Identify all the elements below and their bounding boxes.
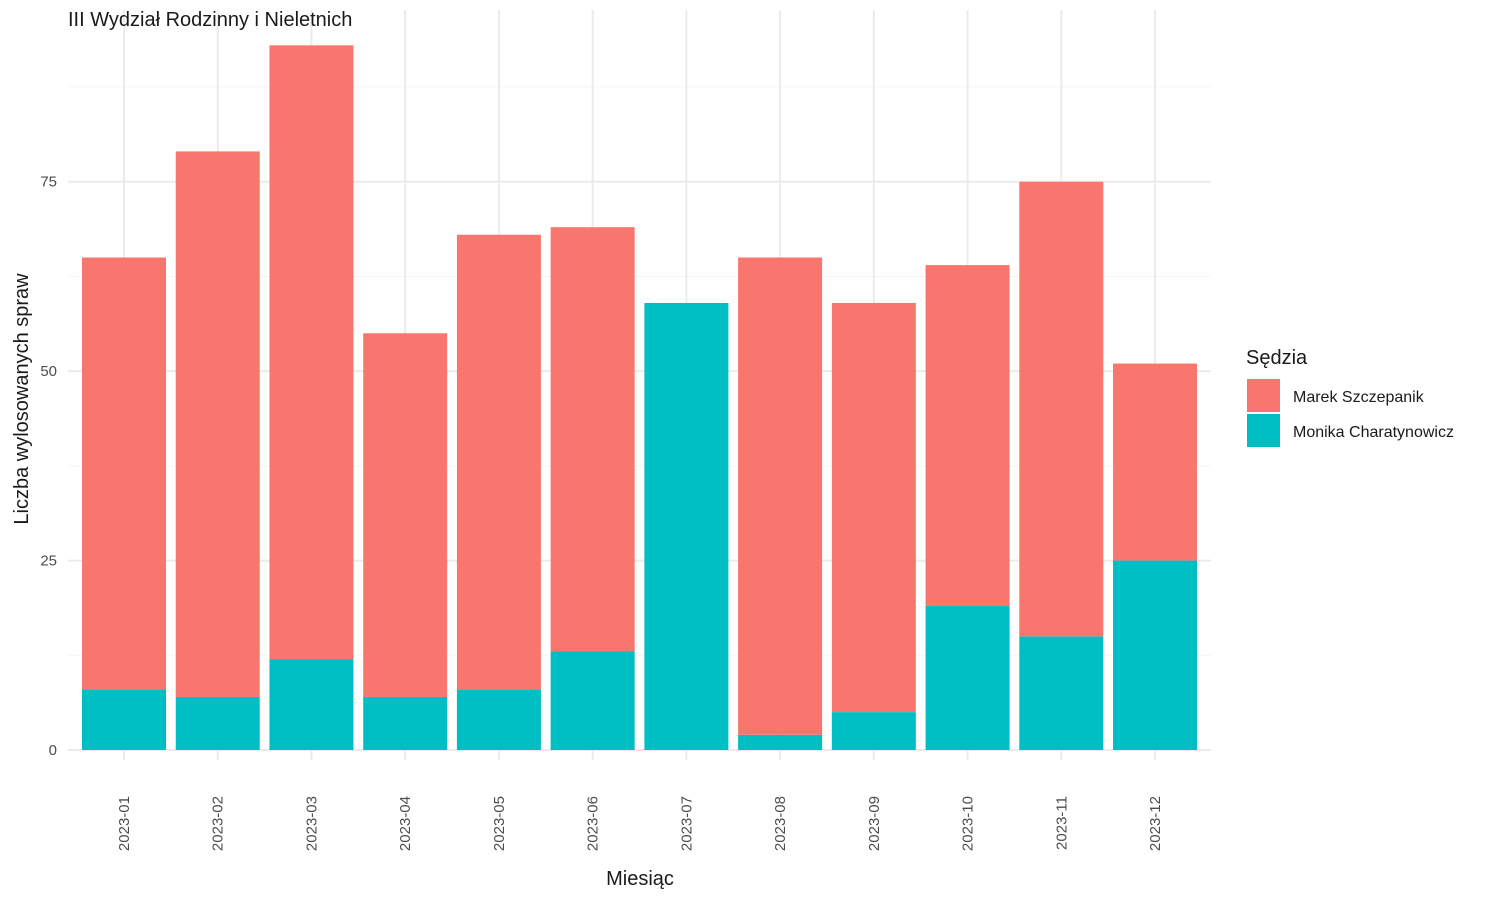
x-tick-label: 2023-03 xyxy=(303,796,320,851)
x-tick-label: 2023-05 xyxy=(491,796,508,851)
bar-2023-02-monika xyxy=(175,696,260,750)
x-tick-label: 2023-11 xyxy=(1053,796,1070,850)
bar-2023-05-marek xyxy=(456,234,541,690)
bars-layer xyxy=(82,45,1198,750)
x-tick-label: 2023-10 xyxy=(960,796,977,851)
x-tick-label: 2023-06 xyxy=(585,796,602,851)
y-tick-label: 25 xyxy=(40,553,57,570)
bar-2023-05-monika xyxy=(456,689,541,750)
bar-2023-01-marek xyxy=(82,257,166,690)
bar-2023-03-marek xyxy=(269,45,354,660)
legend-label: Monika Charatynowicz xyxy=(1293,424,1454,441)
bar-2023-12-marek xyxy=(1113,363,1198,561)
x-tick-label: 2023-07 xyxy=(678,796,695,851)
x-tick-label: 2023-02 xyxy=(210,796,227,851)
chart-title: III Wydział Rodzinny i Nieletnich xyxy=(68,9,352,31)
bar-2023-02-marek xyxy=(175,151,260,697)
legend-title: Sędzia xyxy=(1246,347,1308,369)
bar-2023-10-marek xyxy=(925,265,1010,607)
bar-2023-11-marek xyxy=(1019,181,1104,637)
bar-2023-12-monika xyxy=(1113,560,1198,750)
legend-label: Marek Szczepanik xyxy=(1293,389,1425,406)
bar-2023-04-marek xyxy=(363,333,448,697)
x-tick-label: 2023-08 xyxy=(772,796,789,851)
bar-2023-08-monika xyxy=(738,734,823,750)
legend-swatch xyxy=(1247,379,1280,412)
bar-2023-09-marek xyxy=(831,302,916,713)
x-tick-label: 2023-01 xyxy=(116,796,133,851)
bar-2023-01-monika xyxy=(82,689,166,750)
bar-2023-11-monika xyxy=(1019,636,1104,750)
y-tick-label: 0 xyxy=(49,742,57,759)
bar-2023-08-marek xyxy=(738,257,823,735)
bar-2023-10-monika xyxy=(925,606,1010,750)
bar-2023-06-monika xyxy=(550,651,635,750)
x-tick-label: 2023-04 xyxy=(397,796,414,851)
legend-swatch xyxy=(1247,414,1280,447)
legend: Sędzia Marek Szczepanik Monika Charatynow… xyxy=(1246,347,1454,447)
bar-2023-03-monika xyxy=(269,659,354,750)
x-tick-label: 2023-12 xyxy=(1147,796,1164,851)
x-tick-label: 2023-09 xyxy=(866,796,883,851)
y-tick-label: 75 xyxy=(40,174,57,191)
bar-2023-09-monika xyxy=(831,712,916,750)
x-axis-title: Miesiąc xyxy=(606,868,674,890)
legend-items: Marek Szczepanik Monika Charatynowicz xyxy=(1247,379,1454,447)
bar-2023-06-marek xyxy=(550,227,635,652)
bar-2023-04-monika xyxy=(363,696,448,750)
y-axis-title: Liczba wylosowanych spraw xyxy=(11,273,33,525)
y-tick-label: 50 xyxy=(40,363,57,380)
axis-layer: 0 25 50 75 2023-01 2023-02 2023-03 2023-04 2023-… xyxy=(40,174,1164,851)
bar-2023-07-monika xyxy=(644,302,729,750)
